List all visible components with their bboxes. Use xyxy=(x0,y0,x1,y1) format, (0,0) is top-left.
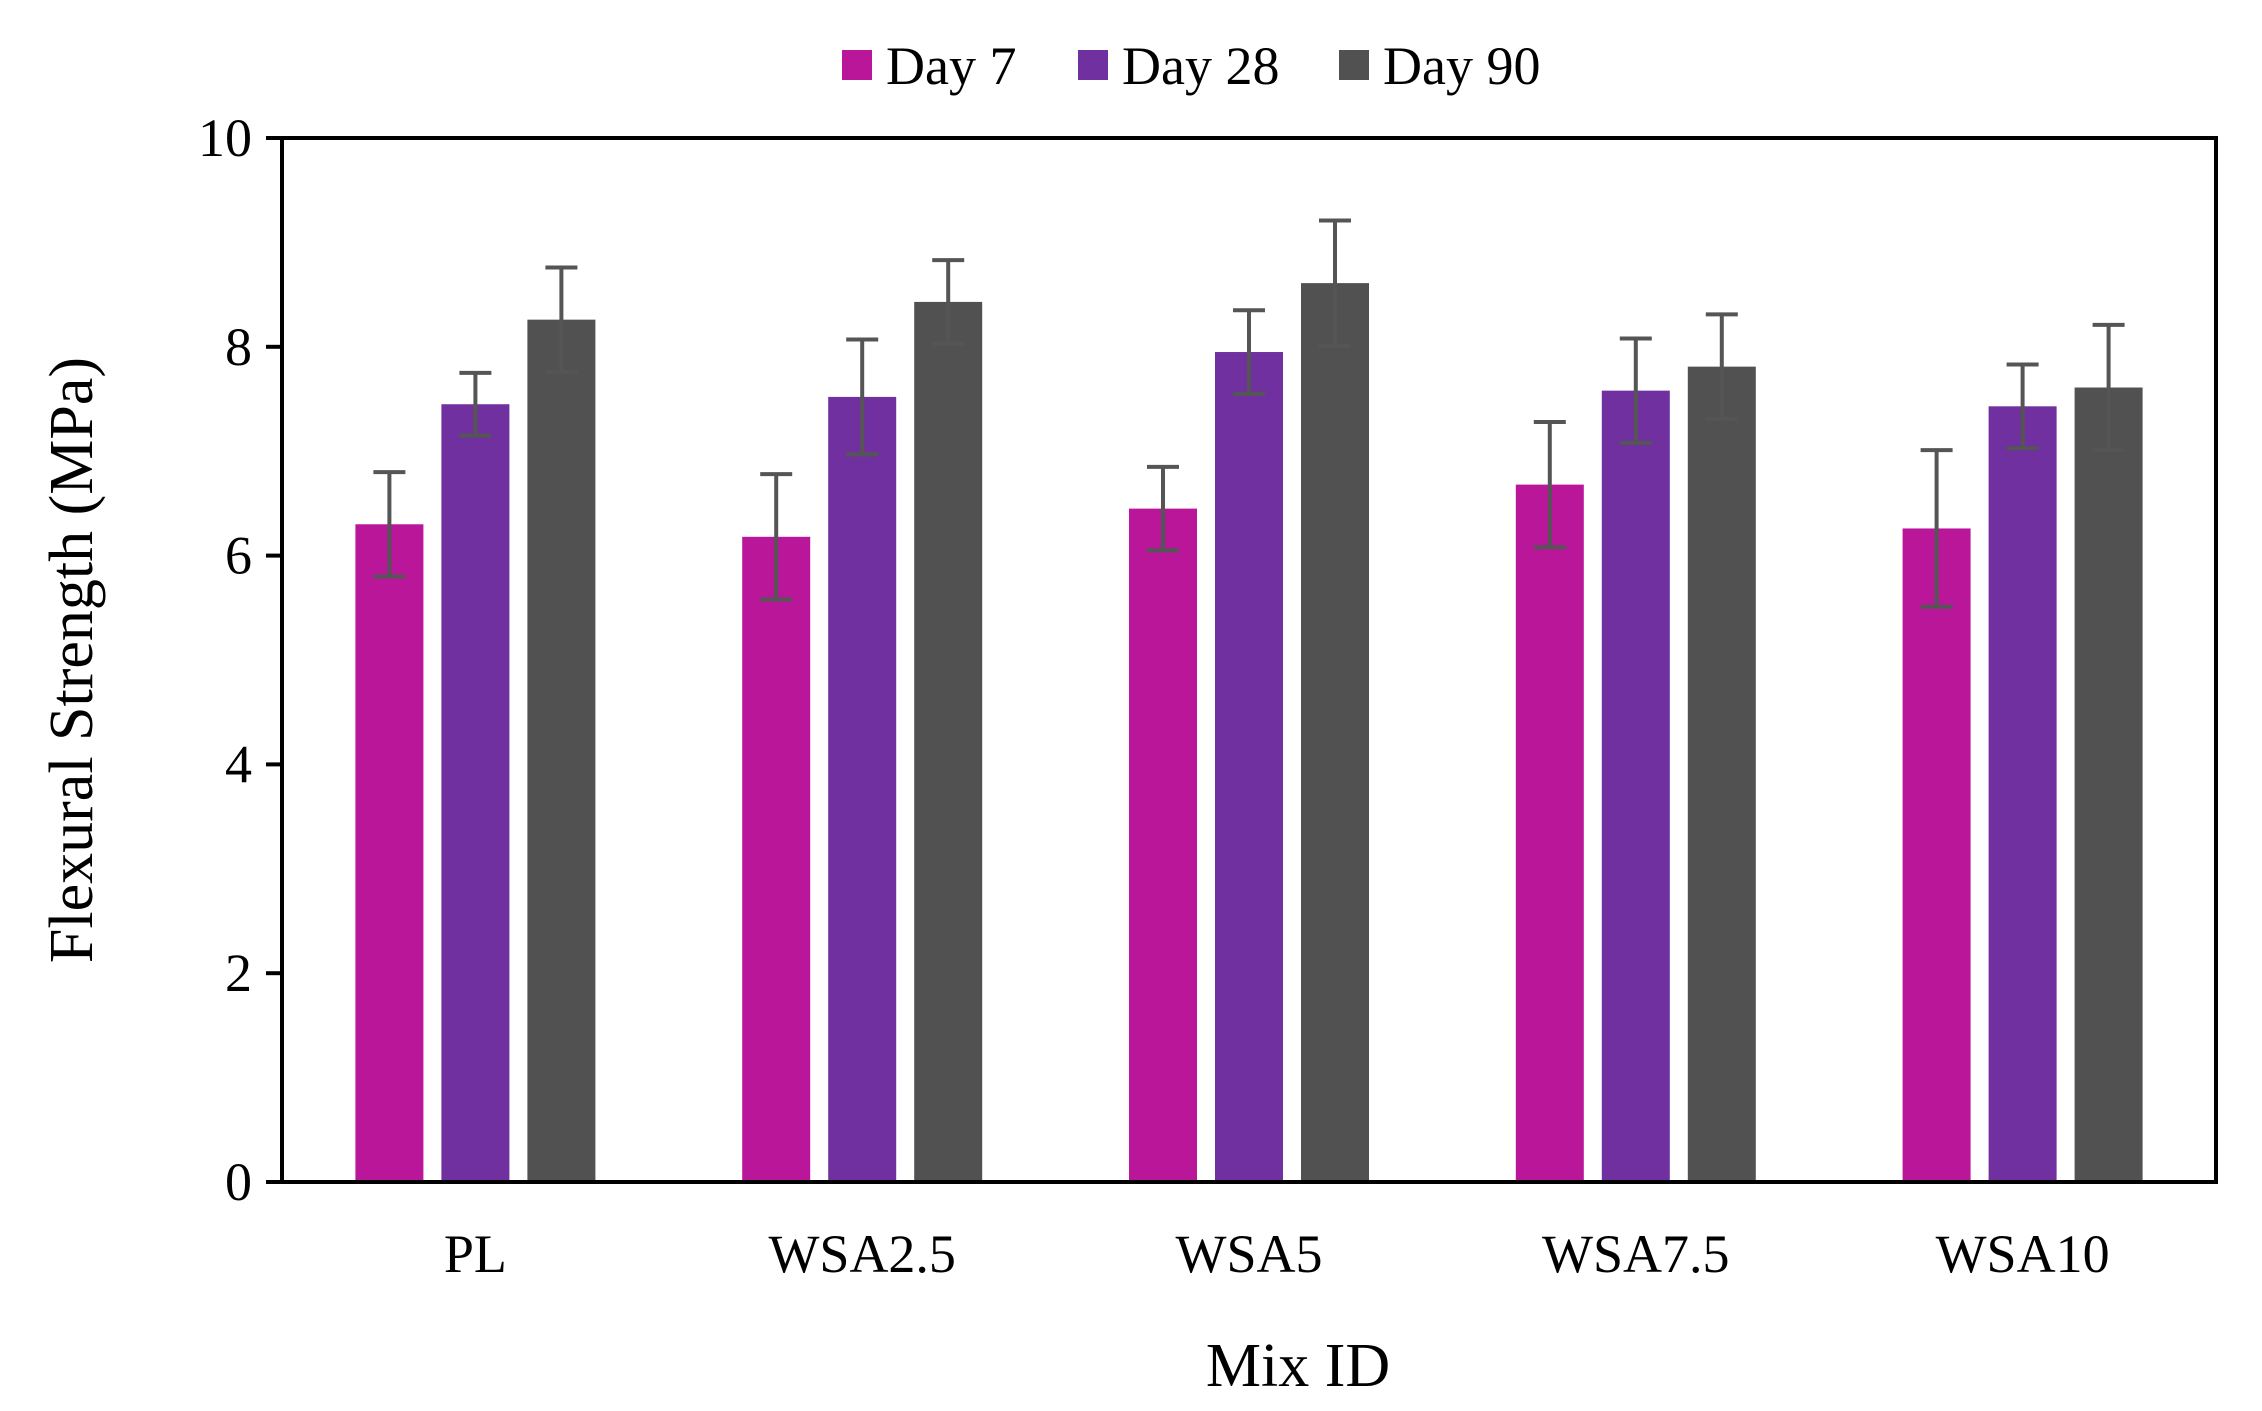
legend-label: Day 7 xyxy=(886,36,1016,96)
bar-day-7-wsa5 xyxy=(1129,508,1197,1182)
bar-day-28-wsa5 xyxy=(1215,352,1283,1182)
bar-day-7-wsa10 xyxy=(1902,528,1971,1182)
bar-day-90-pl xyxy=(527,319,596,1182)
bar-day-90-wsa2.5 xyxy=(914,301,983,1183)
bar-day-28-wsa10 xyxy=(1988,406,2057,1183)
legend-label: Day 28 xyxy=(1122,36,1279,96)
legend-swatch xyxy=(1339,50,1369,80)
y-tick-label: 8 xyxy=(225,317,252,377)
bar-day-90-wsa7.5 xyxy=(1687,366,1756,1182)
bar-day-7-wsa2.5 xyxy=(742,536,811,1182)
legend-swatch xyxy=(1078,50,1108,80)
bar-day-90-wsa10 xyxy=(2074,387,2143,1182)
y-tick-label: 6 xyxy=(225,526,252,586)
x-category-label: PL xyxy=(444,1224,507,1284)
bars-layer xyxy=(355,283,2143,1183)
legend-label: Day 90 xyxy=(1383,36,1540,96)
y-axis: 0 2 4 6 8 10 xyxy=(198,108,282,1212)
x-category-label: WSA10 xyxy=(1936,1224,2110,1284)
y-tick-label: 0 xyxy=(225,1152,252,1212)
error-bars-layer xyxy=(373,218,2125,609)
x-category-label: WSA2.5 xyxy=(768,1224,956,1284)
x-category-label: WSA7.5 xyxy=(1542,1224,1730,1284)
bar-day-28-wsa2.5 xyxy=(828,396,897,1182)
x-category-label: WSA5 xyxy=(1176,1224,1323,1284)
bar-day-28-wsa7.5 xyxy=(1601,390,1670,1182)
bar-day-90-wsa5 xyxy=(1301,283,1369,1183)
bar-day-7-pl xyxy=(355,524,424,1182)
bar-day-7-wsa7.5 xyxy=(1515,484,1584,1182)
legend: Day 7 Day 28 Day 90 xyxy=(842,36,1540,96)
x-axis: PL WSA2.5 WSA5 WSA7.5 WSA10 xyxy=(444,1224,2110,1284)
bar-day-28-pl xyxy=(441,404,510,1183)
y-tick-label: 4 xyxy=(225,734,252,794)
plot-frame xyxy=(280,136,2218,1184)
y-tick-label: 2 xyxy=(225,943,252,1003)
y-tick-label: 10 xyxy=(198,108,252,168)
y-axis-title: Flexural Strength (MPa) xyxy=(38,357,106,963)
legend-swatch xyxy=(842,50,872,80)
x-axis-title: Mix ID xyxy=(1206,1332,1390,1400)
